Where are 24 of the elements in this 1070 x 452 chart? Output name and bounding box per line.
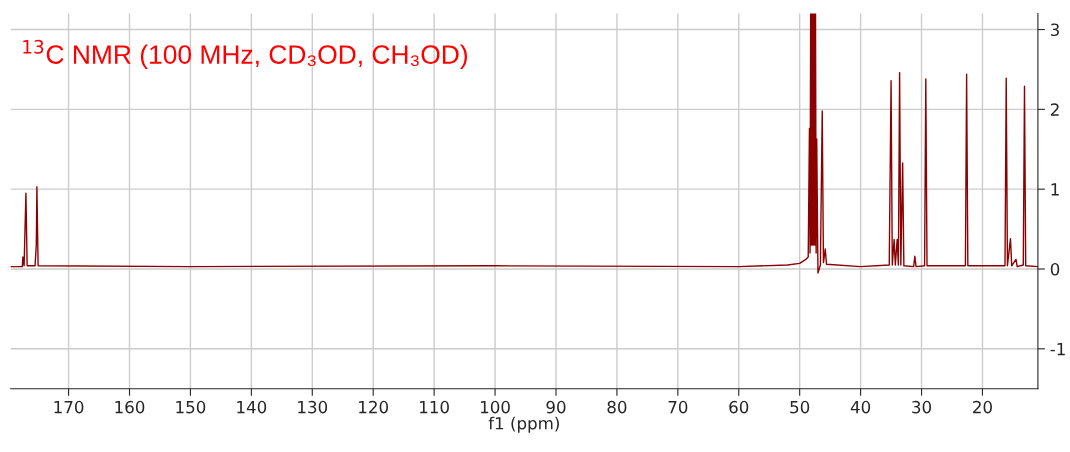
x-tick-label: 40 <box>850 400 871 414</box>
x-tick-label: 150 <box>176 400 206 414</box>
x-tick-label: 20 <box>973 400 992 414</box>
x-tick-label: 50 <box>790 400 810 414</box>
y-tick-label: 1 <box>1051 183 1059 196</box>
y-tick-label: 2 <box>1050 103 1059 116</box>
y-tick-label: -1 <box>1050 342 1065 356</box>
x-tick-label: 160 <box>115 400 145 414</box>
y-tick-label: 0 <box>1050 262 1060 276</box>
x-tick-label: 110 <box>420 400 449 414</box>
x-tick-label: 140 <box>237 400 267 414</box>
x-tick-label: 100 <box>480 400 510 414</box>
x-tick-label: 90 <box>546 400 566 414</box>
x-tick-label: 30 <box>912 400 932 414</box>
x-tick-label: 120 <box>359 400 388 414</box>
x-axis-title: f1 (ppm) <box>488 416 559 433</box>
y-tick-label: 3 <box>1050 23 1059 37</box>
x-tick-label: 70 <box>668 400 688 414</box>
line-series <box>10 13 1038 274</box>
x-tick-label: 130 <box>298 400 328 414</box>
x-tick-label: 80 <box>607 400 627 414</box>
x-tick-label: 170 <box>54 400 84 414</box>
x-tick-label: 60 <box>729 400 749 414</box>
text: $^{13}$C NMR (100 MHz, CD₃OD, CH₃OD) <box>23 39 468 70</box>
